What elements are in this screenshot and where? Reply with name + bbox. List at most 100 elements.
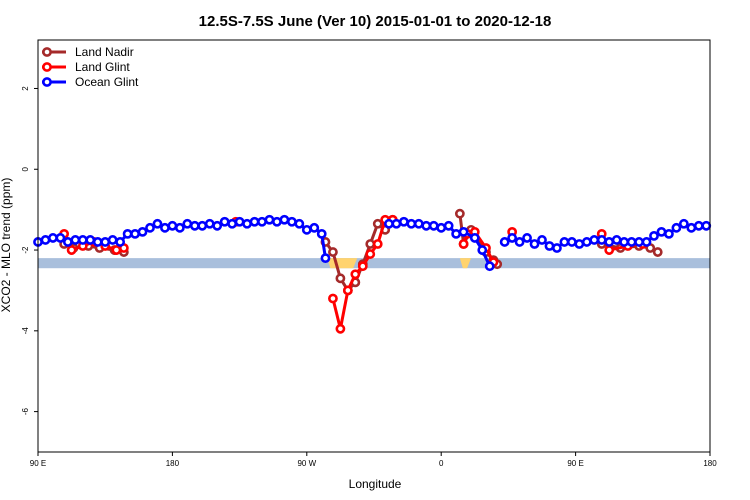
data-point (212, 220, 223, 231)
data-point (77, 235, 88, 245)
x-tick-label: 0 (439, 459, 444, 468)
legend-item: Land Glint (42, 60, 130, 74)
data-point (641, 237, 652, 247)
legend-label: Ocean Glint (75, 75, 139, 89)
legend-marker (42, 47, 52, 57)
x-tick-label: 180 (166, 459, 180, 468)
data-point (544, 241, 555, 251)
land-mask (459, 258, 472, 269)
data-point (335, 323, 346, 334)
data-point (552, 243, 562, 253)
data-point (649, 231, 659, 241)
data-point (365, 249, 376, 259)
data-point (301, 224, 312, 235)
data-point (522, 233, 532, 243)
data-point (634, 237, 644, 247)
legend-label: Land Glint (75, 60, 130, 74)
data-point (499, 237, 510, 247)
data-point (365, 239, 376, 249)
data-point (40, 235, 51, 245)
data-point (421, 220, 432, 231)
data-point (596, 235, 607, 245)
data-point (574, 239, 585, 249)
data-point (167, 220, 178, 231)
data-point (611, 235, 622, 245)
data-point (604, 237, 615, 247)
y-tick-label: -6 (21, 408, 30, 416)
data-point (249, 216, 260, 227)
data-point (384, 218, 394, 229)
data-point (66, 245, 77, 255)
data-point (197, 220, 208, 231)
x-tick-label: 180 (703, 459, 717, 468)
legend-item: Land Nadir (42, 45, 134, 59)
legend-label: Land Nadir (75, 45, 134, 59)
data-point (279, 214, 290, 225)
data-point (484, 261, 495, 272)
data-point (145, 222, 155, 233)
data-point (272, 216, 282, 227)
legend-item: Ocean Glint (42, 75, 139, 89)
data-point (428, 220, 439, 231)
data-point (227, 218, 238, 229)
data-point (514, 237, 525, 247)
data-point (701, 220, 712, 231)
data-point (664, 228, 674, 239)
data-point (589, 235, 600, 245)
data-point (107, 235, 118, 245)
data-point (137, 226, 148, 237)
data-point (130, 228, 140, 239)
data-point (160, 222, 170, 233)
x-tick-label: 90 E (567, 459, 583, 468)
y-axis: -6 -4 -2 0 2 (21, 86, 38, 415)
data-point (286, 216, 297, 227)
data-point (678, 218, 689, 229)
data-point (174, 222, 185, 233)
y-tick-label: 2 (21, 86, 30, 91)
data-point (316, 228, 327, 239)
data-point (372, 239, 383, 249)
latitude-band (38, 258, 710, 269)
y-axis-label: XCO2 - MLO trend (ppm) (0, 178, 13, 313)
data-point (619, 237, 630, 247)
data-point (62, 237, 73, 247)
data-point (234, 216, 245, 227)
data-point (652, 247, 663, 257)
data-point (406, 218, 417, 229)
data-point (626, 237, 637, 247)
data-point (257, 216, 267, 227)
data-point (604, 245, 615, 255)
data-point (320, 253, 331, 264)
data-point (350, 269, 361, 280)
x-axis-label: Longitude (349, 477, 402, 491)
data-point (693, 220, 704, 231)
data-point (115, 237, 126, 247)
x-tick-label: 90 W (297, 459, 316, 468)
data-point (335, 273, 346, 284)
y-tick-label: 0 (21, 166, 30, 171)
data-point (671, 222, 682, 233)
data-point (559, 237, 570, 247)
data-point (182, 218, 193, 229)
data-point (48, 233, 58, 243)
legend-marker (42, 77, 52, 87)
data-point (656, 226, 667, 237)
series-land-nadir (59, 208, 663, 296)
data-point (413, 218, 424, 229)
data-point (507, 233, 518, 243)
data-point (451, 228, 462, 239)
data-point (92, 237, 103, 247)
data-point (454, 208, 465, 219)
data-point (328, 293, 338, 304)
data-point (100, 237, 111, 247)
y-tick-label: -4 (21, 327, 30, 335)
data-point (581, 237, 592, 247)
land-mask (327, 258, 358, 269)
data-point (70, 235, 81, 245)
data-point (55, 233, 66, 243)
series-land-glint (59, 214, 648, 334)
data-point (443, 220, 454, 231)
data-point (294, 218, 305, 229)
